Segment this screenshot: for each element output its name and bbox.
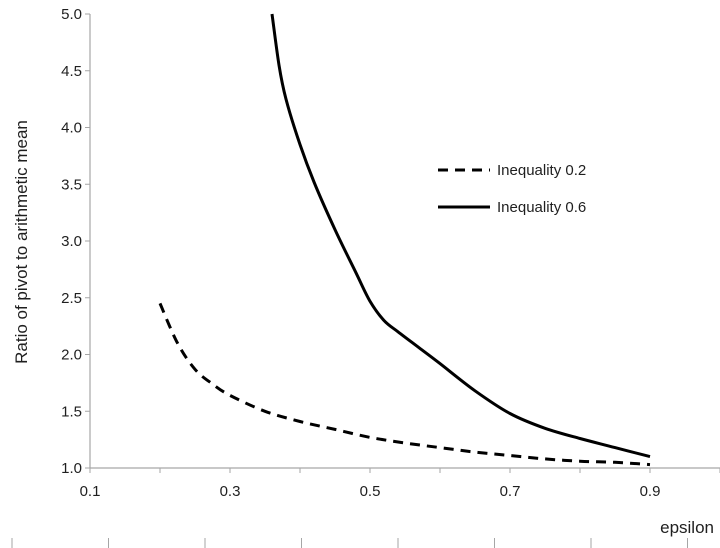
series-layer — [158, 13, 651, 467]
y-tick-label: 3.5 — [61, 176, 82, 193]
y-tick-label: 4.0 — [61, 120, 82, 137]
legend-item-1: Inequality 0.6 — [438, 199, 586, 216]
y-tick-label: 1.0 — [61, 460, 82, 477]
x-tick-label: 0.9 — [640, 483, 661, 500]
x-tick-label: 0.5 — [360, 483, 381, 500]
x-axis-ticks: 0.1 0.3 0.5 0.7 0.9 — [80, 468, 720, 500]
y-tick-label: 1.5 — [61, 403, 82, 420]
axes — [89, 14, 720, 469]
x-tick-label: 0.1 — [80, 483, 101, 500]
x-tick-label: 0.3 — [220, 483, 241, 500]
y-tick-label: 3.0 — [61, 233, 82, 250]
y-tick-label: 4.5 — [61, 63, 82, 80]
series-line-0 — [158, 302, 651, 467]
legend-item-0: Inequality 0.2 — [438, 162, 586, 179]
series-line-1 — [270, 13, 651, 459]
legend: Inequality 0.2 Inequality 0.6 — [438, 162, 586, 216]
x-tick-label: 0.7 — [500, 483, 521, 500]
y-tick-label: 2.5 — [61, 290, 82, 307]
y-tick-label: 2.0 — [61, 347, 82, 364]
x-axis-title: epsilon — [660, 518, 714, 537]
y-tick-label: 5.0 — [61, 6, 82, 23]
y-axis-ticks: 1.0 1.5 2.0 2.5 3.0 3.5 4.0 4.5 5.0 — [61, 6, 90, 477]
legend-label-1: Inequality 0.6 — [497, 199, 586, 216]
legend-label-0: Inequality 0.2 — [497, 162, 586, 179]
y-axis-title: Ratio of pivot to arithmetic mean — [12, 120, 31, 364]
bottom-tick-strip — [11, 538, 688, 548]
